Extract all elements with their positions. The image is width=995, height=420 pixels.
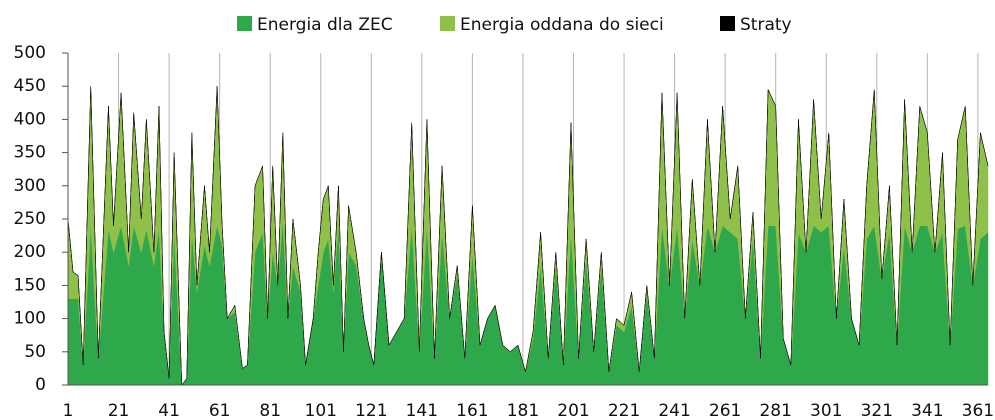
x-tick-label: 121: [355, 401, 387, 420]
x-tick-label: 281: [759, 401, 791, 420]
x-tick-label: 41: [158, 401, 180, 420]
x-tick-label: 101: [305, 401, 337, 420]
x-tick-label: 181: [507, 401, 539, 420]
x-tick-label: 141: [406, 401, 438, 420]
x-tick-label: 81: [259, 401, 281, 420]
y-tick-label: 250: [14, 209, 46, 229]
y-tick-label: 100: [14, 309, 46, 329]
legend-label: Straty: [740, 15, 792, 35]
y-tick-label: 300: [14, 176, 46, 196]
y-tick-label: 350: [14, 143, 46, 163]
legend-label: Energia oddana do sieci: [460, 15, 664, 35]
x-tick-label: 301: [810, 401, 842, 420]
x-tick-label: 221: [608, 401, 640, 420]
x-tick-label: 1: [63, 401, 74, 420]
y-tick-label: 0: [35, 375, 46, 395]
x-tick-label: 201: [557, 401, 589, 420]
y-tick-label: 150: [14, 275, 46, 295]
y-tick-label: 400: [14, 109, 46, 129]
x-tick-label: 21: [108, 401, 130, 420]
x-tick-label: 161: [456, 401, 488, 420]
x-tick-label: 241: [658, 401, 690, 420]
y-tick-label: 200: [14, 242, 46, 262]
x-tick-label: 341: [911, 401, 943, 420]
legend-swatch: [440, 16, 455, 31]
y-tick-label: 50: [24, 342, 46, 362]
y-tick-label: 500: [14, 43, 46, 63]
area: [67, 86, 989, 386]
legend-swatch: [720, 16, 735, 31]
x-tick-label: 261: [709, 401, 741, 420]
x-tick-label: 61: [209, 401, 231, 420]
legend-label: Energia dla ZEC: [257, 15, 393, 35]
y-tick-label: 450: [14, 76, 46, 96]
legend-swatch: [237, 16, 252, 31]
x-tick-label: 361: [962, 401, 994, 420]
x-tick-label: 321: [861, 401, 893, 420]
